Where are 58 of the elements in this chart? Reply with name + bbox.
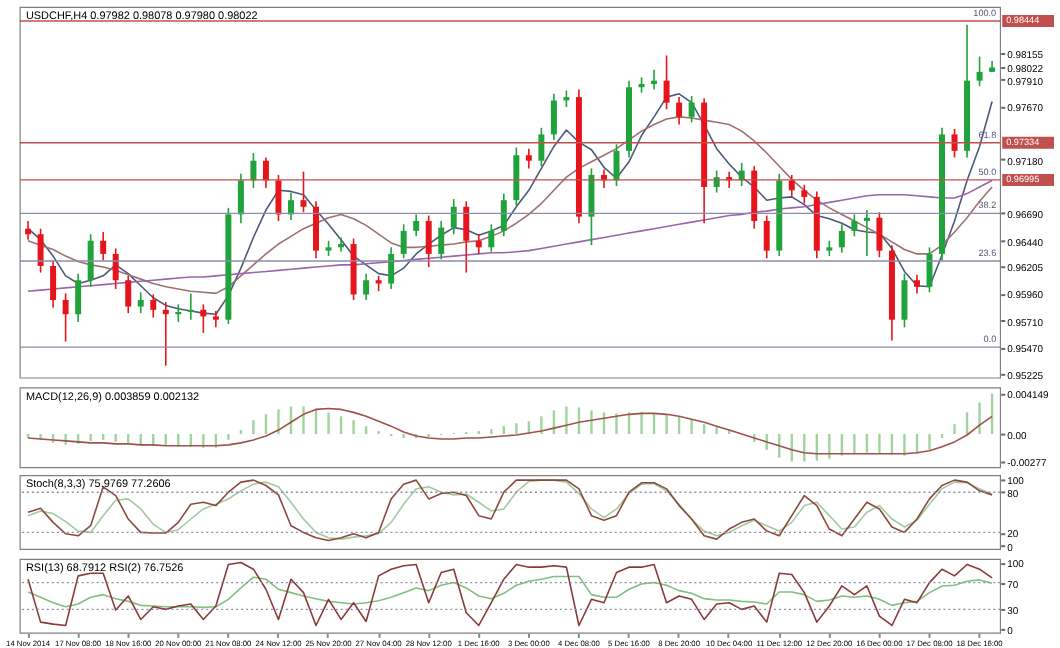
candlestick — [287, 191, 294, 221]
candlestick — [413, 213, 420, 238]
candlestick — [212, 310, 219, 329]
line-series — [27, 561, 993, 627]
candlestick — [863, 209, 870, 257]
candlestick — [112, 247, 119, 290]
candlestick — [976, 55, 983, 87]
candlestick — [338, 236, 345, 253]
candlestick — [300, 170, 307, 214]
candlestick — [62, 292, 69, 343]
candlestick — [275, 174, 282, 222]
candlestick — [851, 213, 858, 238]
candlestick — [187, 292, 194, 321]
candlestick — [463, 200, 470, 274]
candlestick — [363, 272, 370, 301]
candlestick — [400, 223, 407, 260]
candlestick — [50, 259, 57, 309]
candlestick — [663, 54, 670, 110]
candlestick — [513, 146, 520, 207]
candlestick — [125, 275, 132, 314]
line-series — [27, 575, 993, 609]
line-series — [27, 407, 993, 455]
candlestick — [901, 272, 908, 329]
candlestick — [137, 291, 144, 314]
candlestick — [150, 293, 157, 319]
candlestick — [676, 96, 683, 126]
candlestick — [100, 231, 107, 262]
candlestick — [37, 227, 44, 274]
candlestick — [25, 220, 32, 241]
candlestick — [237, 173, 244, 225]
candlestick — [525, 147, 532, 170]
candlestick — [688, 95, 695, 124]
candlestick — [500, 192, 507, 238]
candlestick — [488, 223, 495, 253]
candlestick — [313, 200, 320, 260]
candlestick — [763, 214, 770, 260]
candlestick — [388, 246, 395, 290]
candlestick — [438, 220, 445, 261]
candlestick — [788, 174, 795, 198]
candlestick — [913, 273, 920, 295]
candlestick — [200, 303, 207, 334]
candlestick — [588, 167, 595, 246]
candlestick — [425, 214, 432, 268]
candlestick — [475, 233, 482, 255]
candlestick — [801, 184, 808, 205]
candlestick — [250, 152, 257, 189]
candlestick — [550, 93, 557, 141]
candlestick — [651, 68, 658, 91]
candlestick — [162, 301, 169, 367]
candlestick — [450, 198, 457, 235]
candlestick — [926, 246, 933, 294]
candlestick — [87, 233, 94, 288]
candlestick — [538, 127, 545, 167]
candlestick — [262, 156, 269, 189]
candlestick — [75, 272, 82, 323]
candlestick — [838, 223, 845, 254]
candlestick — [951, 128, 958, 159]
candlestick — [876, 211, 883, 258]
